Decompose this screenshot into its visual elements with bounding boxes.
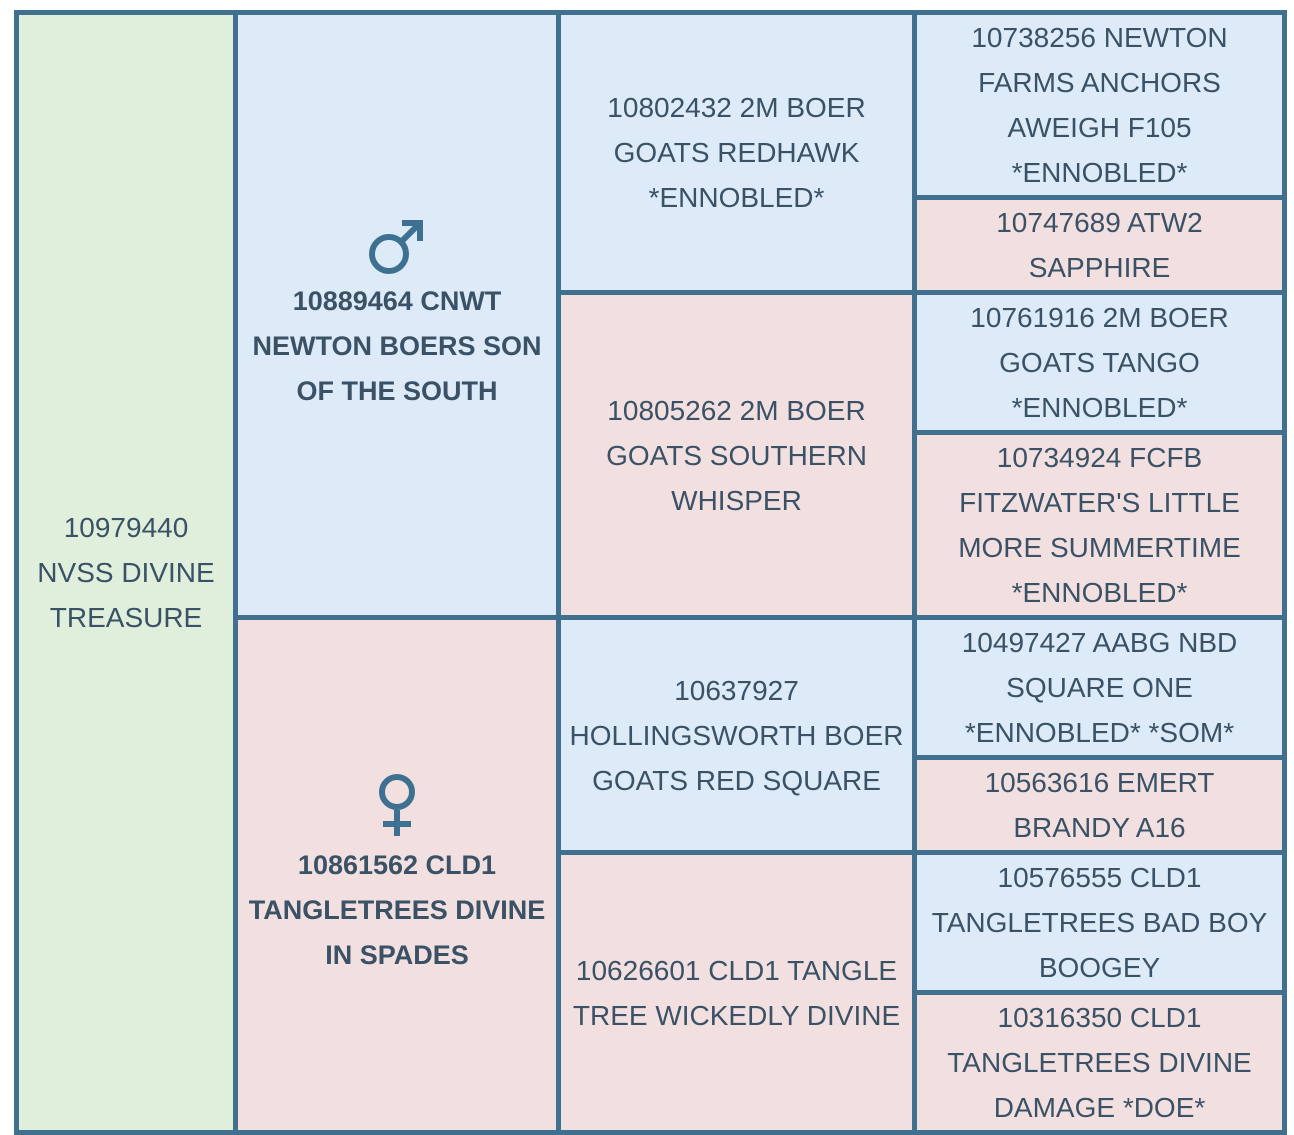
- female-icon: [241, 773, 554, 839]
- pedigree-cell-subject: 10979440 NVSS DIVINE TREASURE: [14, 10, 238, 1135]
- pedigree-table: 10979440 NVSS DIVINE TREASURE 10889464 C…: [14, 10, 1287, 1135]
- pedigree-cell-dam-dam: 10626601 CLD1 TANGLE TREE WICKEDLY DIVIN…: [556, 850, 917, 1135]
- animal-name: 10802432 2M BOER GOATS REDHAWK *ENNOBLED…: [607, 92, 866, 213]
- pedigree-cell-dam-sire-dam: 10563616 EMERT BRANDY A16: [912, 755, 1287, 855]
- animal-name: 10738256 NEWTON FARMS ANCHORS AWEIGH F10…: [971, 22, 1228, 188]
- animal-name: 10316350 CLD1 TANGLETREES DIVINE DAMAGE …: [947, 1002, 1252, 1123]
- animal-name: 10626601 CLD1 TANGLE TREE WICKEDLY DIVIN…: [572, 954, 901, 1031]
- animal-name: 10563616 EMERT BRANDY A16: [984, 767, 1215, 843]
- animal-name: 10761916 2M BOER GOATS TANGO *ENNOBLED*: [970, 302, 1229, 423]
- pedigree-cell-dam: 10861562 CLD1 TANGLETREES DIVINE IN SPAD…: [233, 615, 561, 1135]
- pedigree-cell-sire-sire: 10802432 2M BOER GOATS REDHAWK *ENNOBLED…: [556, 10, 917, 295]
- animal-name: 10747689 ATW2 SAPPHIRE: [996, 207, 1203, 283]
- pedigree-cell-sire-sire-dam: 10747689 ATW2 SAPPHIRE: [912, 195, 1287, 295]
- animal-name: 10889464 CNWT NEWTON BOERS SON OF THE SO…: [252, 285, 542, 406]
- pedigree-cell-sire-dam-dam: 10734924 FCFB FITZWATER'S LITTLE MORE SU…: [912, 430, 1287, 620]
- animal-name: 10805262 2M BOER GOATS SOUTHERN WHISPER: [606, 394, 867, 516]
- pedigree-cell-sire-dam-sire: 10761916 2M BOER GOATS TANGO *ENNOBLED*: [912, 290, 1287, 435]
- animal-name: 10979440 NVSS DIVINE TREASURE: [37, 512, 215, 633]
- animal-name: 10861562 CLD1 TANGLETREES DIVINE IN SPAD…: [248, 849, 546, 970]
- animal-name: 10576555 CLD1 TANGLETREES BAD BOY BOOGEY: [931, 862, 1268, 983]
- pedigree-cell-dam-sire-sire: 10497427 AABG NBD SQUARE ONE *ENNOBLED* …: [912, 615, 1287, 760]
- pedigree-cell-dam-dam-dam: 10316350 CLD1 TANGLETREES DIVINE DAMAGE …: [912, 990, 1287, 1135]
- pedigree-cell-sire: 10889464 CNWT NEWTON BOERS SON OF THE SO…: [233, 10, 561, 620]
- animal-name: 10734924 FCFB FITZWATER'S LITTLE MORE SU…: [958, 442, 1241, 608]
- pedigree-cell-sire-sire-sire: 10738256 NEWTON FARMS ANCHORS AWEIGH F10…: [912, 10, 1287, 200]
- pedigree-cell-dam-sire: 10637927 HOLLINGSWORTH BOER GOATS RED SQ…: [556, 615, 917, 855]
- pedigree-cell-dam-dam-sire: 10576555 CLD1 TANGLETREES BAD BOY BOOGEY: [912, 850, 1287, 995]
- animal-name: 10497427 AABG NBD SQUARE ONE *ENNOBLED* …: [961, 627, 1238, 748]
- pedigree-cell-sire-dam: 10805262 2M BOER GOATS SOUTHERN WHISPER: [556, 290, 917, 620]
- animal-name: 10637927 HOLLINGSWORTH BOER GOATS RED SQ…: [569, 674, 904, 796]
- male-icon: [241, 217, 554, 275]
